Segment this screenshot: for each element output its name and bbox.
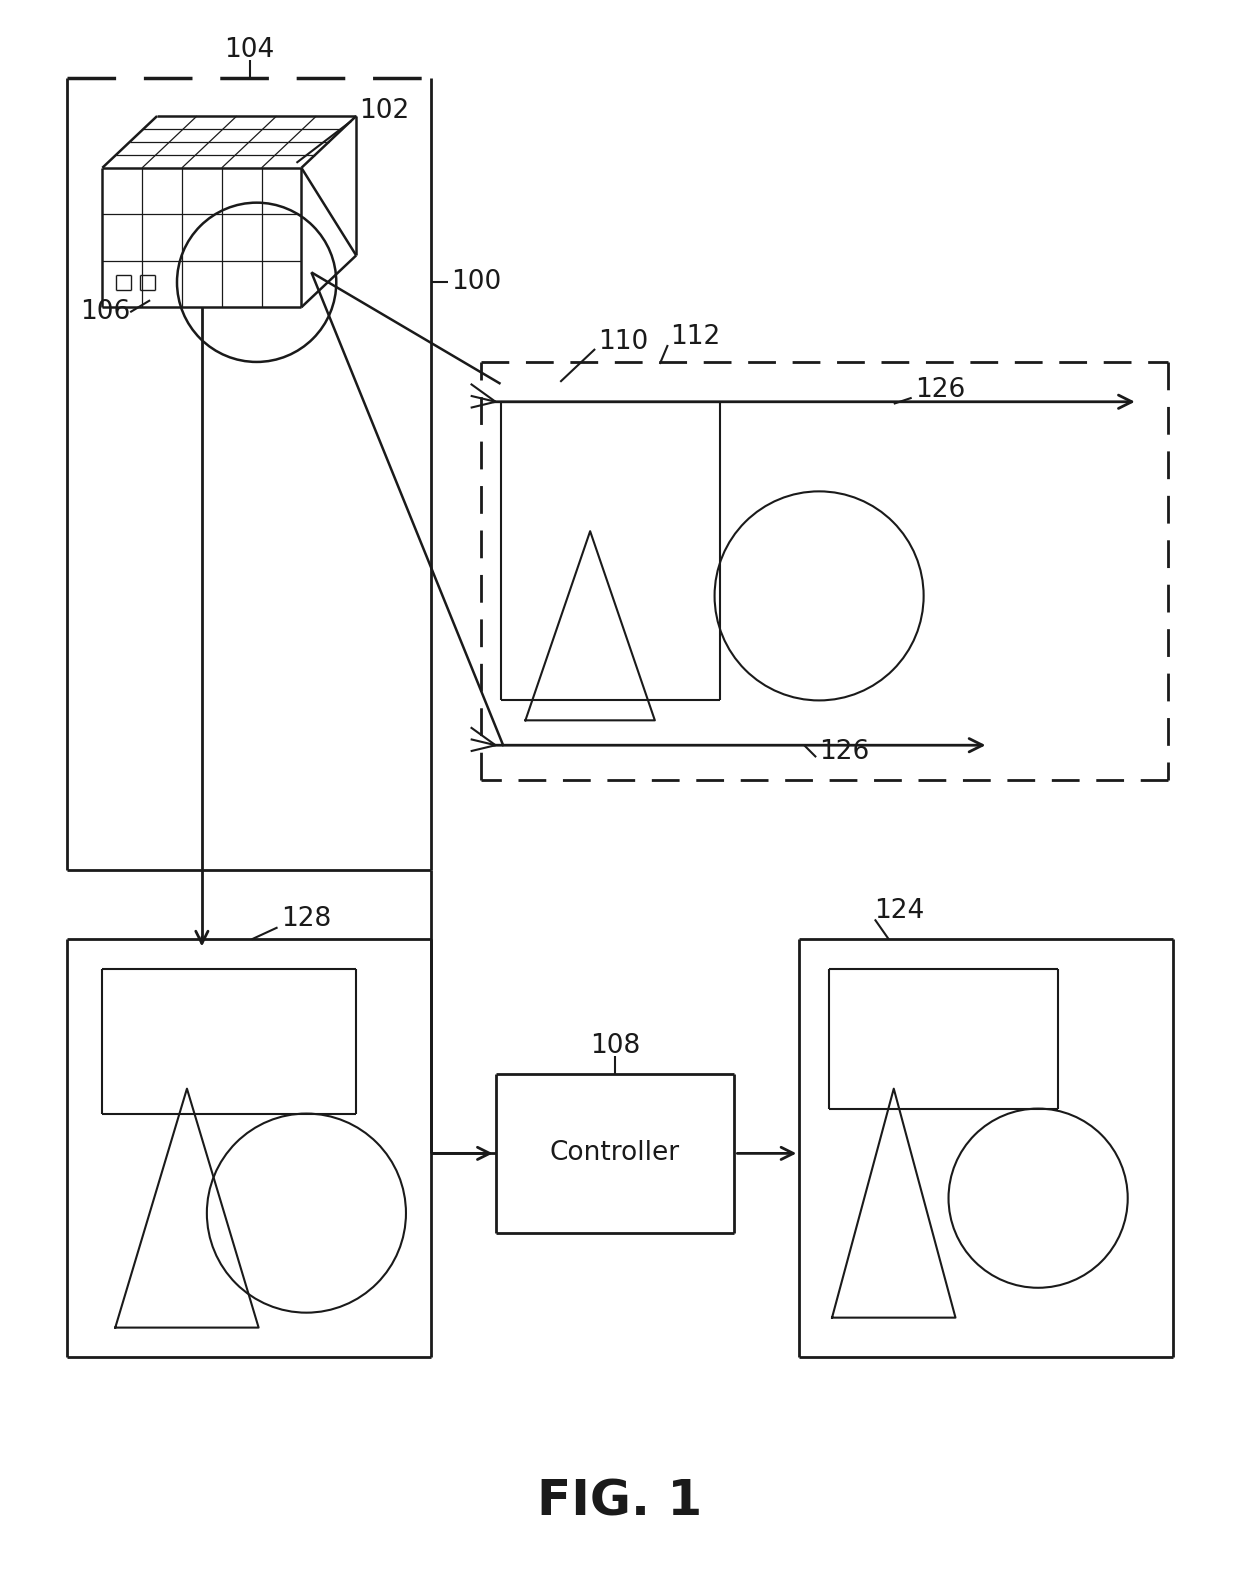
Text: 100: 100 xyxy=(451,270,501,295)
Text: 128: 128 xyxy=(281,906,332,933)
Text: 102: 102 xyxy=(360,98,409,124)
Text: 126: 126 xyxy=(820,740,869,765)
Text: 110: 110 xyxy=(598,329,649,355)
Text: 124: 124 xyxy=(874,898,924,925)
Text: Controller: Controller xyxy=(551,1141,680,1166)
Text: 106: 106 xyxy=(81,300,130,325)
Text: 104: 104 xyxy=(224,38,275,63)
Text: 126: 126 xyxy=(915,376,965,403)
Text: 108: 108 xyxy=(590,1033,640,1059)
Text: FIG. 1: FIG. 1 xyxy=(537,1477,703,1525)
Text: 112: 112 xyxy=(670,324,720,351)
